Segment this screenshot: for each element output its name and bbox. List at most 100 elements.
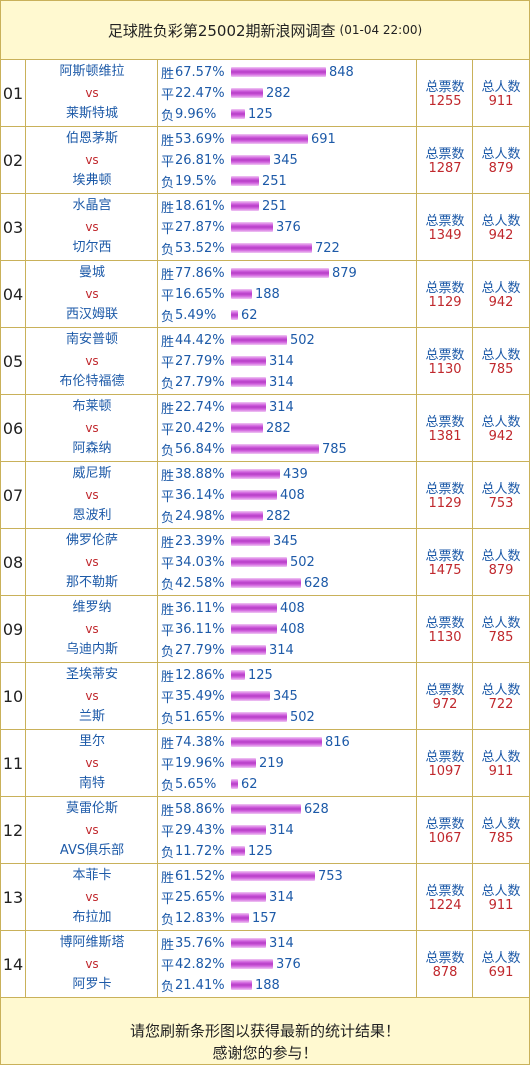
match-number: 02 [1, 127, 26, 193]
win-label: 胜 [161, 602, 175, 618]
home-team: 布莱顿 [72, 399, 112, 414]
total-people-value: 911 [488, 764, 514, 779]
loss-count: 314 [269, 642, 294, 658]
draw-percent: 27.87% [175, 219, 225, 235]
draw-percent: 22.47% [175, 85, 225, 101]
table-row: 01 阿斯顿维拉 vs 莱斯特城 胜 67.57% 848 平 22.47% 282 负 9.96% 1… [1, 60, 529, 127]
vote-bars: 胜 18.61% 251 平 27.87% 376 负 53.52% 722 [158, 194, 417, 260]
loss-percent: 53.52% [175, 240, 225, 256]
total-people-label: 总人数 [481, 147, 521, 162]
loss-label: 负 [161, 912, 175, 928]
match-number: 13 [1, 864, 26, 930]
vs-label: vs [85, 287, 99, 301]
total-people-label: 总人数 [481, 348, 521, 363]
win-label: 胜 [161, 870, 175, 886]
away-team: 乌迪内斯 [65, 642, 118, 657]
total-votes: 总票数 1129 [417, 261, 473, 327]
away-team: 阿罗卡 [72, 977, 112, 992]
loss-vote-line: 负 51.65% 502 [161, 709, 315, 727]
table-row: 14 博阿维斯塔 vs 阿罗卡 胜 35.76% 314 平 42.82% 376 负 21.41% 1… [1, 931, 529, 998]
win-label: 胜 [161, 669, 175, 685]
draw-bar [231, 892, 266, 902]
table-row: 06 布莱顿 vs 阿森纳 胜 22.74% 314 平 20.42% 282 负 56.84% 785… [1, 395, 529, 462]
table-row: 13 本菲卡 vs 布拉加 胜 61.52% 753 平 25.65% 314 负 12.83% 157… [1, 864, 529, 931]
table-row: 03 水晶宫 vs 切尔西 胜 18.61% 251 平 27.87% 376 负 53.52% 722… [1, 194, 529, 261]
match-number: 08 [1, 529, 26, 595]
home-team: 本菲卡 [72, 868, 112, 883]
total-people-value: 691 [488, 965, 514, 980]
loss-label: 负 [161, 510, 175, 526]
total-people: 总人数 722 [473, 663, 529, 729]
vote-bars: 胜 58.86% 628 平 29.43% 314 负 11.72% 125 [158, 797, 417, 863]
loss-vote-line: 负 9.96% 125 [161, 106, 273, 124]
vote-bars: 胜 23.39% 345 平 34.03% 502 负 42.58% 628 [158, 529, 417, 595]
win-vote-line: 胜 67.57% 848 [161, 64, 354, 82]
draw-bar [231, 959, 273, 969]
loss-vote-line: 负 56.84% 785 [161, 441, 347, 459]
total-votes-value: 1475 [428, 563, 462, 578]
win-vote-line: 胜 44.42% 502 [161, 332, 315, 350]
loss-count: 502 [290, 709, 315, 725]
match-number: 11 [1, 730, 26, 796]
loss-bar [231, 511, 263, 521]
match-number: 05 [1, 328, 26, 394]
loss-count: 157 [252, 910, 277, 926]
total-people: 总人数 753 [473, 462, 529, 528]
vote-bars: 胜 53.69% 691 平 26.81% 345 负 19.5% 251 [158, 127, 417, 193]
vote-bars: 胜 74.38% 816 平 19.96% 219 负 5.65% 62 [158, 730, 417, 796]
win-label: 胜 [161, 937, 175, 953]
away-team: 布拉加 [72, 910, 112, 925]
loss-bar [231, 444, 319, 454]
draw-label: 平 [161, 221, 175, 237]
draw-label: 平 [161, 355, 175, 371]
page-title: 足球胜负彩第25002期新浪网调查 [107, 21, 336, 40]
win-count: 314 [269, 935, 294, 951]
win-percent: 22.74% [175, 399, 225, 415]
win-label: 胜 [161, 535, 175, 551]
total-people-value: 753 [488, 496, 514, 511]
match-number: 14 [1, 931, 26, 997]
win-vote-line: 胜 35.76% 314 [161, 935, 294, 953]
draw-percent: 34.03% [175, 554, 225, 570]
total-people-label: 总人数 [481, 616, 521, 631]
win-vote-line: 胜 77.86% 879 [161, 265, 357, 283]
win-vote-line: 胜 38.88% 439 [161, 466, 308, 484]
draw-bar [231, 289, 252, 299]
loss-bar [231, 645, 266, 655]
total-votes-label: 总票数 [425, 884, 465, 899]
total-votes-label: 总票数 [425, 348, 465, 363]
total-people-value: 785 [488, 630, 514, 645]
thanks-text: 感谢您的参与！ [212, 1044, 318, 1062]
loss-percent: 9.96% [175, 106, 217, 122]
total-people: 总人数 879 [473, 127, 529, 193]
total-people-label: 总人数 [481, 884, 521, 899]
win-bar [231, 871, 315, 881]
loss-label: 负 [161, 309, 175, 325]
draw-label: 平 [161, 556, 175, 572]
draw-count: 345 [273, 152, 298, 168]
draw-count: 314 [269, 822, 294, 838]
loss-count: 628 [304, 575, 329, 591]
win-vote-line: 胜 23.39% 345 [161, 533, 298, 551]
loss-bar [231, 846, 245, 856]
match-number: 09 [1, 596, 26, 662]
draw-label: 平 [161, 891, 175, 907]
total-votes: 总票数 1475 [417, 529, 473, 595]
loss-percent: 5.49% [175, 307, 217, 323]
loss-count: 188 [255, 977, 280, 993]
win-label: 胜 [161, 736, 175, 752]
loss-bar [231, 243, 312, 253]
home-team: 威尼斯 [72, 466, 112, 481]
loss-vote-line: 负 11.72% 125 [161, 843, 273, 861]
win-percent: 61.52% [175, 868, 225, 884]
total-people: 总人数 911 [473, 60, 529, 126]
table-row: 09 维罗纳 vs 乌迪内斯 胜 36.11% 408 平 36.11% 408 负 27.79% 31… [1, 596, 529, 663]
draw-bar [231, 758, 256, 768]
total-people: 总人数 691 [473, 931, 529, 997]
total-people-value: 722 [488, 697, 514, 712]
table-row: 07 威尼斯 vs 恩波利 胜 38.88% 439 平 36.14% 408 负 24.98% 282… [1, 462, 529, 529]
total-people: 总人数 785 [473, 328, 529, 394]
table-row: 10 圣埃蒂安 vs 兰斯 胜 12.86% 125 平 35.49% 345 负 51.65% 502… [1, 663, 529, 730]
win-bar [231, 335, 287, 345]
loss-vote-line: 负 24.98% 282 [161, 508, 291, 526]
